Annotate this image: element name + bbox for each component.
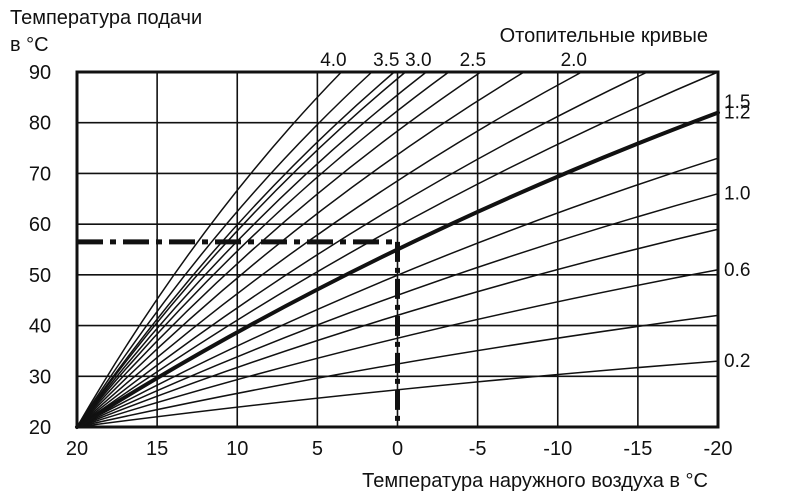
curve-label: 1.0 [724,184,750,205]
curve-line [76,314,719,428]
y-tick-label: 80 [29,113,51,135]
chart-title: Отопительные кривые [500,25,708,47]
x-tick-label: 20 [66,438,88,460]
curve-line-2.0 [76,71,583,428]
y-axis-ticks: 20 30 40 50 60 70 80 90 [29,62,51,439]
curve-line [76,71,719,428]
x-axis-title: Температура наружного воздуха в °С [362,470,708,492]
curve-label: 4.0 [320,50,346,71]
curve-label: 0.6 [724,260,750,281]
y-tick-label: 50 [29,265,51,287]
y-axis-title-line1: Температура подачи [10,7,202,29]
plot-frame [75,70,720,429]
curve-line-2.5 [76,71,482,428]
y-axis-title-line2: в °С [10,34,49,56]
x-tick-label: 0 [392,438,403,460]
curve-line-1.0 [76,192,719,428]
curve-line-3.0 [76,71,428,428]
curve-line-1.5 [76,71,649,428]
curve-label: 1.2 [724,103,750,124]
curve-line [76,228,719,428]
curve-labels: 4.0 3.5 3.0 2.5 2.0 1.51.2 1.0 0.6 0.2 [320,50,750,372]
x-tick-label: -10 [543,438,572,460]
y-tick-label: 60 [29,214,51,236]
x-axis-ticks: 20 15 10 5 0 -5 -10 -15 -20 [66,438,733,460]
x-tick-label: -20 [704,438,733,460]
curve-label: 2.0 [561,50,587,71]
curve-line [76,71,450,428]
curve-line-1.2 [75,110,720,429]
curve-line [76,71,373,428]
y-tick-label: 20 [29,417,51,439]
x-tick-label: 10 [226,438,248,460]
curve-label: 2.5 [460,50,486,71]
curve-line-4.0 [76,71,343,428]
curve-label: 0.2 [724,351,750,372]
curve-line-0.2 [76,360,719,428]
curve-line-3.5 [76,71,396,428]
y-tick-label: 90 [29,62,51,84]
y-tick-label: 70 [29,163,51,185]
plot-border [75,70,720,429]
curve-label: 3.5 [373,50,399,71]
x-tick-label: 15 [146,438,168,460]
y-tick-label: 40 [29,316,51,338]
curve-label: 3.0 [405,50,431,71]
x-tick-label: 5 [312,438,323,460]
x-tick-label: -5 [469,438,487,460]
curve-line-0.6 [76,269,719,428]
curve-label: 1.5 [724,92,750,113]
x-tick-label: -15 [623,438,652,460]
curve-line [76,157,719,428]
heating-curves [75,71,720,429]
reference-lines [77,239,400,427]
curve-line [76,71,407,428]
curve-line [76,71,525,428]
y-tick-label: 30 [29,366,51,388]
